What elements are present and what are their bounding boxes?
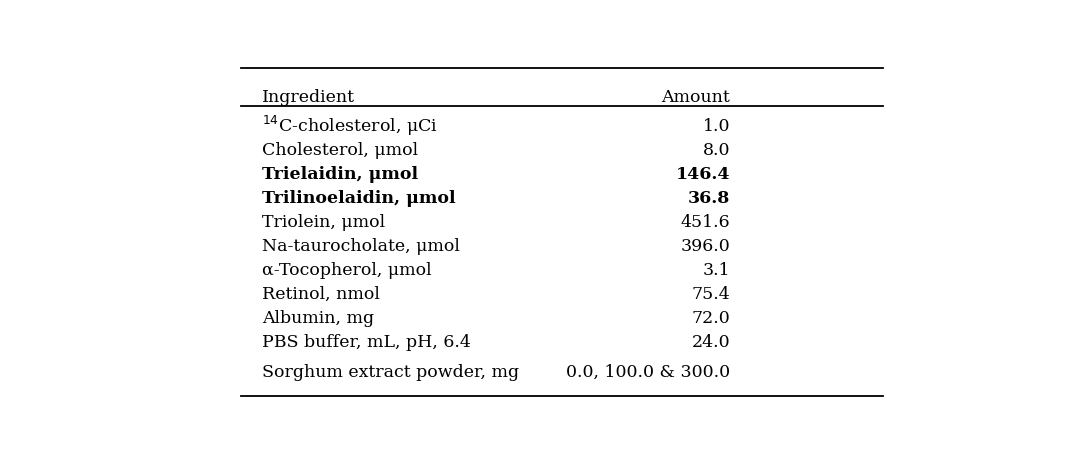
Text: Cholesterol, μmol: Cholesterol, μmol [262, 141, 418, 158]
Text: 0.0, 100.0 & 300.0: 0.0, 100.0 & 300.0 [566, 363, 730, 380]
Text: Na-taurocholate, μmol: Na-taurocholate, μmol [262, 237, 460, 254]
Text: 8.0: 8.0 [702, 141, 730, 158]
Text: Sorghum extract powder, mg: Sorghum extract powder, mg [262, 363, 520, 380]
Text: α-Tocopherol, μmol: α-Tocopherol, μmol [262, 262, 432, 279]
Text: 146.4: 146.4 [676, 165, 730, 182]
Text: 36.8: 36.8 [687, 190, 730, 207]
Text: Retinol, nmol: Retinol, nmol [262, 285, 379, 302]
Text: Amount: Amount [662, 89, 730, 106]
Text: 24.0: 24.0 [692, 334, 730, 351]
Text: 396.0: 396.0 [680, 237, 730, 254]
Text: Trielaidin, μmol: Trielaidin, μmol [262, 165, 418, 182]
Text: Trilinoelaidin, μmol: Trilinoelaidin, μmol [262, 190, 455, 207]
Text: Ingredient: Ingredient [262, 89, 355, 106]
Text: 75.4: 75.4 [692, 285, 730, 302]
Text: 1.0: 1.0 [702, 118, 730, 134]
Text: 72.0: 72.0 [692, 309, 730, 326]
Text: Triolein, μmol: Triolein, μmol [262, 213, 385, 230]
Text: 3.1: 3.1 [702, 262, 730, 279]
Text: $^{14}$C-cholesterol, μCi: $^{14}$C-cholesterol, μCi [262, 114, 438, 138]
Text: Albumin, mg: Albumin, mg [262, 309, 374, 326]
Text: PBS buffer, mL, pH, 6.4: PBS buffer, mL, pH, 6.4 [262, 334, 471, 351]
Text: 451.6: 451.6 [681, 213, 730, 230]
